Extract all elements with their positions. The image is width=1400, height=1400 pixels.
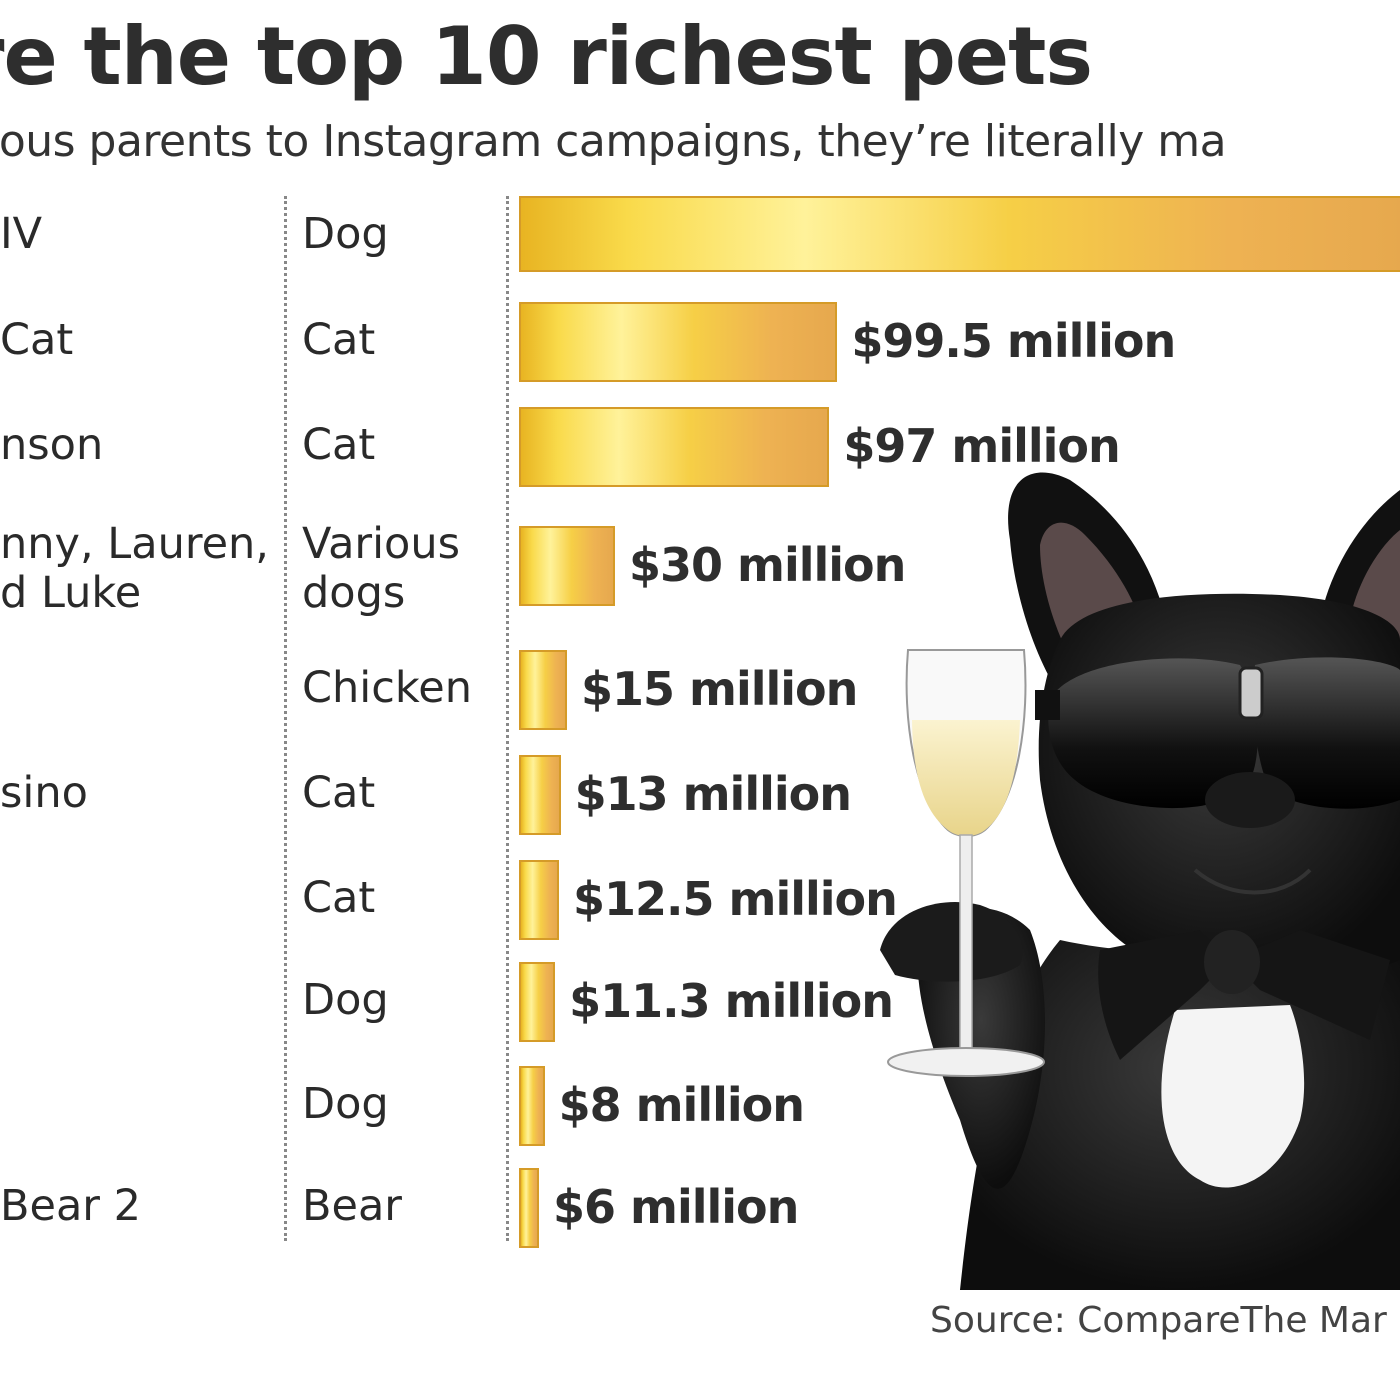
pet-type-1: Dog <box>302 209 389 259</box>
pet-type-8: Dog <box>302 975 389 1025</box>
pet-name-3: nson <box>0 421 104 470</box>
chart-subtitle: amous parents to Instagram campaigns, th… <box>0 112 1400 174</box>
value-label-5: $15 million <box>581 662 858 716</box>
chart-title-text: are the top 10 richest pets <box>0 10 1093 103</box>
bar-4 <box>519 526 615 606</box>
value-label-2: $99.5 million <box>851 314 1176 368</box>
value-label-3: $97 million <box>843 419 1120 473</box>
pet-type-7: Cat <box>302 873 376 923</box>
bar-5 <box>519 650 567 730</box>
value-label-6: $13 million <box>574 767 852 821</box>
pet-type-9: Dog <box>302 1079 389 1129</box>
chart-subtitle-text: amous parents to Instagram campaigns, th… <box>0 116 1227 167</box>
value-label-9: $8 million <box>558 1078 805 1132</box>
pet-name-10: Bear 2 <box>0 1182 142 1231</box>
pet-type-10: Bear <box>302 1181 402 1231</box>
bar-3 <box>519 407 830 487</box>
bar-6 <box>519 755 561 835</box>
pet-name-2: Cat <box>0 316 74 365</box>
column-divider-name-type <box>284 196 287 1241</box>
value-label-10: $6 million <box>553 1180 799 1234</box>
pet-type-5: Chicken <box>302 663 472 713</box>
pet-type-2: Cat <box>302 315 376 365</box>
pet-type-4: Various dogs <box>302 519 461 618</box>
pet-type-6: Cat <box>302 768 376 818</box>
column-divider-type-bar <box>506 196 509 1241</box>
bar-2 <box>519 302 838 382</box>
value-label-4: $30 million <box>629 538 906 592</box>
value-label-7: $12.5 million <box>573 872 898 926</box>
chart-title: are the top 10 richest pets <box>0 10 1400 110</box>
bar-9 <box>519 1066 545 1146</box>
bar-10 <box>519 1168 539 1248</box>
bar-1 <box>519 196 1400 272</box>
bar-7 <box>519 860 559 940</box>
source-note: Source: CompareThe Mar <box>930 1300 1387 1341</box>
bar-8 <box>519 962 556 1042</box>
pet-type-3: Cat <box>302 420 376 470</box>
value-label-8: $11.3 million <box>569 974 894 1028</box>
pet-name-1: IV <box>0 210 43 259</box>
pet-name-4: nny, Lauren, d Luke <box>0 520 269 618</box>
pet-name-6: sino <box>0 769 88 818</box>
